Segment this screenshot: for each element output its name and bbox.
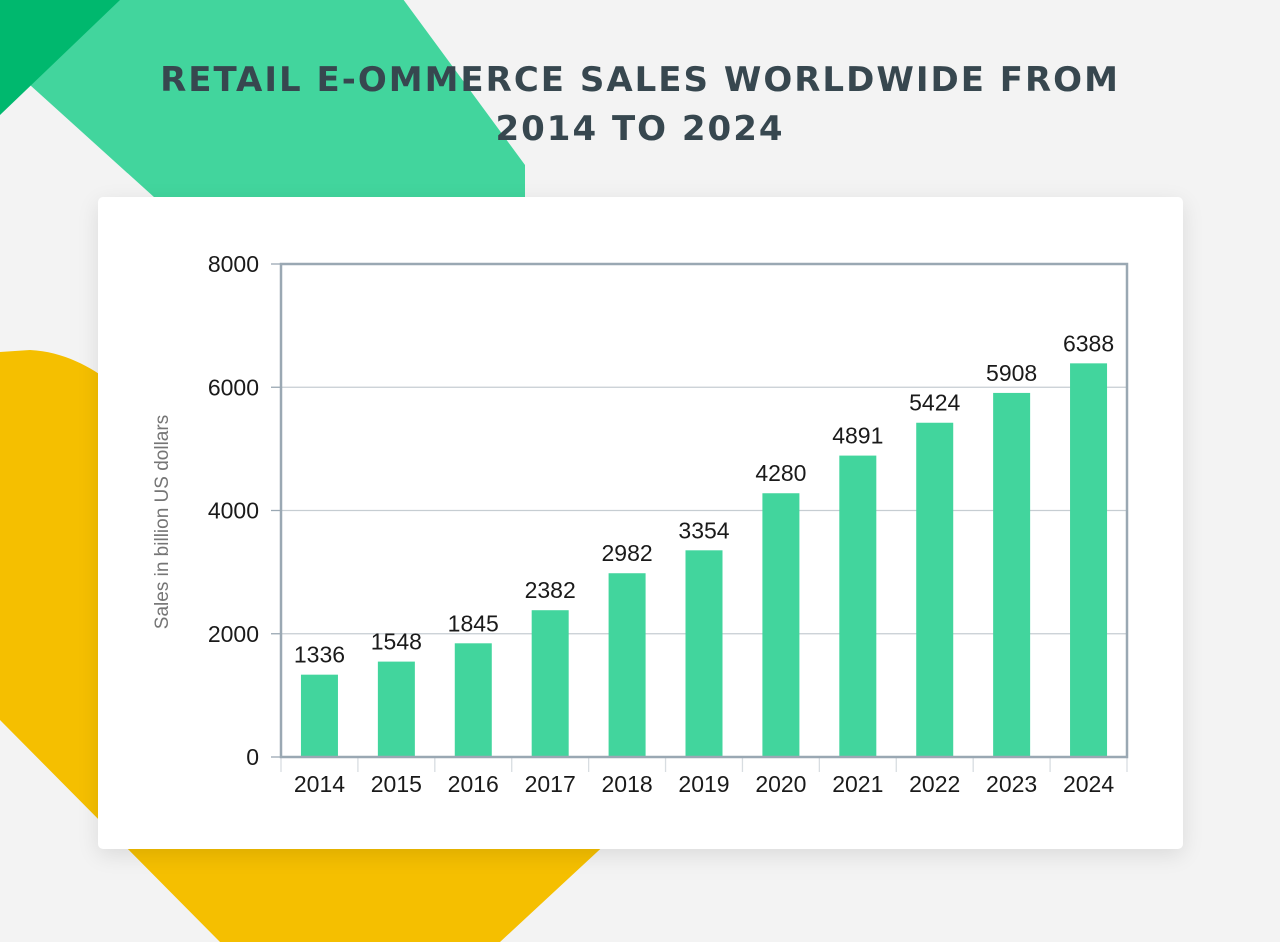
- labels: 0 2000 4000 6000 8000 1336 2014 1548 2015 1845 201…: [208, 251, 1115, 797]
- bar-2016: [454, 643, 492, 757]
- data-label-2016: 1845: [448, 610, 499, 636]
- y-axis-title: Sales in billion US dollars: [152, 415, 173, 629]
- bar-2022: [916, 422, 954, 757]
- bars: [300, 363, 1108, 757]
- x-tick-label-2020: 2020: [755, 771, 806, 797]
- data-label-2020: 4280: [755, 460, 806, 486]
- chart-card: 0 2000 4000 6000 8000 1336 2014 1548 2015 1845 201…: [98, 197, 1183, 849]
- data-label-2022: 5424: [909, 390, 960, 416]
- data-label-2014: 1336: [294, 642, 345, 668]
- data-label-2019: 3354: [678, 517, 729, 543]
- plot-frame: [279, 262, 1129, 759]
- y-tick-label: 6000: [208, 374, 259, 400]
- y-tick-label: 8000: [208, 251, 259, 277]
- x-tick-label-2018: 2018: [602, 771, 653, 797]
- bar-2015: [377, 661, 415, 757]
- x-tick-label-2016: 2016: [448, 771, 499, 797]
- x-tick-label-2014: 2014: [294, 771, 345, 797]
- dark-green-leaf-shape: [0, 0, 120, 115]
- y-tick-label: 0: [246, 744, 259, 770]
- data-label-2015: 1548: [371, 629, 422, 655]
- x-tick-label-2021: 2021: [832, 771, 883, 797]
- bar-2014: [300, 674, 338, 757]
- bar-chart: 0 2000 4000 6000 8000 1336 2014 1548 2015 1845 201…: [152, 251, 1129, 797]
- data-label-2024: 6388: [1063, 330, 1114, 356]
- x-tick-label-2024: 2024: [1063, 771, 1114, 797]
- data-label-2017: 2382: [525, 577, 576, 603]
- y-tick-label: 4000: [208, 498, 259, 524]
- data-label-2018: 2982: [602, 540, 653, 566]
- bar-2018: [608, 573, 646, 757]
- axes: [271, 262, 1129, 772]
- bar-2021: [839, 455, 877, 757]
- data-label-2023: 5908: [986, 360, 1037, 386]
- bar-2024: [1070, 363, 1108, 757]
- x-tick-label-2023: 2023: [986, 771, 1037, 797]
- bar-2019: [685, 550, 723, 757]
- x-tick-label-2017: 2017: [525, 771, 576, 797]
- page-title: RETAIL E-OMMERCE SALES WORLDWIDE FROM 20…: [160, 60, 1120, 149]
- bar-2023: [993, 392, 1031, 757]
- y-tick-label: 2000: [208, 621, 259, 647]
- bar-2017: [531, 610, 569, 757]
- x-tick-label-2022: 2022: [909, 771, 960, 797]
- bar-2020: [762, 493, 800, 757]
- x-tick-label-2015: 2015: [371, 771, 422, 797]
- x-tick-label-2019: 2019: [678, 771, 729, 797]
- data-label-2021: 4891: [832, 423, 883, 449]
